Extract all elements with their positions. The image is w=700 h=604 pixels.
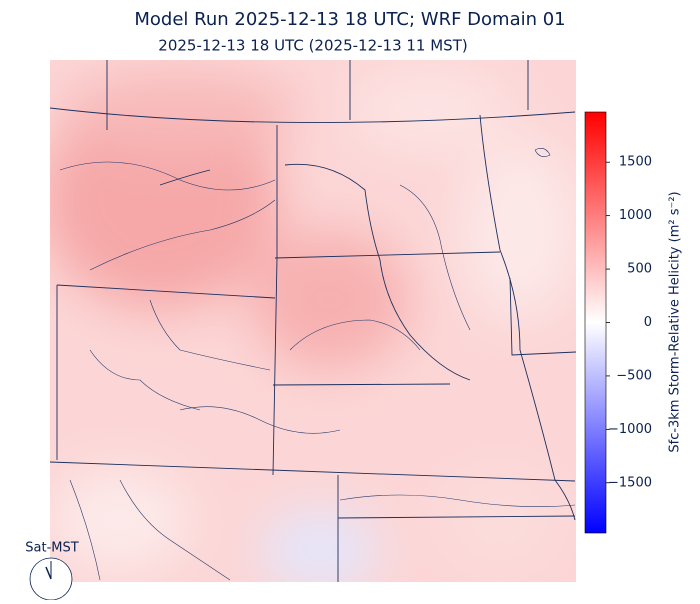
colorbar-tick-label: −1000 xyxy=(608,422,652,437)
colorbar-tick-label: 1500 xyxy=(619,155,652,170)
colorbar xyxy=(584,111,607,534)
colorbar-tick-label: −1500 xyxy=(608,475,652,490)
colorbar-tick-label: 500 xyxy=(627,262,652,277)
colorbar-tick-label: 0 xyxy=(644,315,652,330)
colorbar-tick-label: 1000 xyxy=(619,208,652,223)
colorbar-tick-label: −500 xyxy=(616,368,652,383)
map xyxy=(50,60,576,582)
clock: Sat-MST xyxy=(25,541,79,601)
subtitle: 2025-12-13 18 UTC (2025-12-13 11 MST) xyxy=(158,37,467,55)
clock-label: Sat-MST xyxy=(25,541,78,556)
colorbar-ticks: −1500 −1000 −500 0 500 1000 1500 xyxy=(606,155,652,490)
title: Model Run 2025-12-13 18 UTC; WRF Domain … xyxy=(134,9,565,30)
colorbar-label: Sfc-3km Storm-Relative Helicity (m² s⁻²) xyxy=(668,191,683,452)
